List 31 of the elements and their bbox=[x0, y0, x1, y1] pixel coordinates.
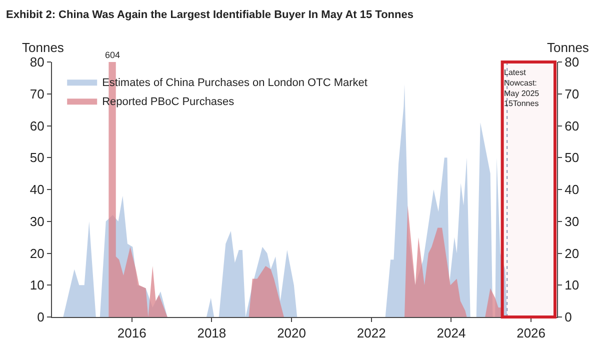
y-tick-label: 40 bbox=[30, 182, 44, 198]
x-tick-label: 2020 bbox=[277, 326, 306, 341]
legend-label: Estimates of China Purchases on London OTC Market bbox=[102, 76, 368, 89]
y-tick-label: 30 bbox=[30, 214, 44, 229]
x-tick-label: 2026 bbox=[516, 326, 546, 341]
y-tick-label: 10 bbox=[30, 278, 44, 293]
y2-axis-title: Tonnes bbox=[547, 40, 590, 55]
y-tick-label: 70 bbox=[30, 86, 44, 102]
y-tick-label: 80 bbox=[30, 54, 44, 70]
y2-tick-label: 80 bbox=[564, 54, 580, 70]
y-tick-label: 0 bbox=[37, 310, 44, 325]
x-tick-label: 2018 bbox=[197, 326, 226, 341]
y-tick-label: 50 bbox=[30, 150, 44, 166]
y2-tick-label: 40 bbox=[564, 182, 580, 198]
y-tick-label: 60 bbox=[30, 118, 44, 134]
legend-label: Reported PBoC Purchases bbox=[102, 96, 235, 108]
y-axis-title: Tonnes bbox=[22, 40, 64, 55]
annotation: 604 bbox=[105, 50, 120, 60]
y2-tick-label: 50 bbox=[564, 150, 580, 166]
y2-tick-label: 60 bbox=[564, 118, 580, 134]
y-tick-label: 20 bbox=[30, 246, 44, 261]
chart-title: Exhibit 2: China Was Again the Largest Identifiable Buyer In May At 15 Tonnes bbox=[6, 9, 414, 22]
x-tick-label: 2024 bbox=[436, 326, 466, 341]
x-tick-label: 2016 bbox=[117, 326, 146, 341]
y2-tick-label: 0 bbox=[564, 310, 572, 325]
band-label: Latest Nowcast: May 2025 15Tonnes bbox=[504, 68, 540, 108]
y2-tick-label: 20 bbox=[564, 246, 580, 261]
y2-tick-label: 10 bbox=[564, 278, 580, 293]
y2-tick-label: 30 bbox=[564, 214, 580, 229]
x-tick-label: 2022 bbox=[356, 326, 386, 341]
y2-tick-label: 70 bbox=[564, 86, 580, 102]
